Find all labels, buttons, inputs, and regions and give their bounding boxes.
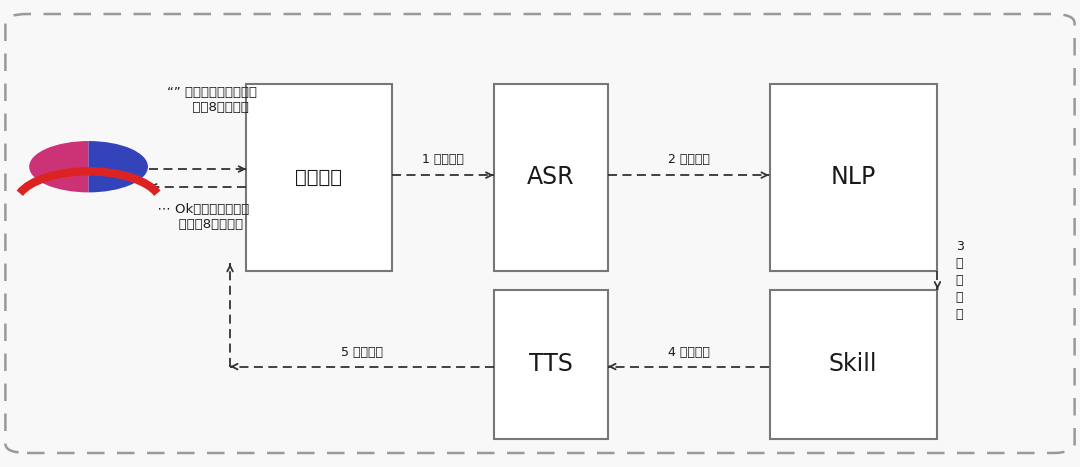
Text: 智能设备: 智能设备: [295, 168, 342, 187]
Wedge shape: [89, 141, 148, 192]
Text: 2 指令文本: 2 指令文本: [669, 153, 710, 166]
FancyBboxPatch shape: [769, 290, 937, 439]
Text: ASR: ASR: [527, 165, 575, 190]
Text: Skill: Skill: [829, 352, 877, 376]
FancyBboxPatch shape: [495, 84, 607, 271]
Wedge shape: [29, 141, 89, 192]
Text: 3
用
户
意
图: 3 用 户 意 图: [956, 240, 963, 321]
Text: “” 若琪，帮我设置明天
      早上8点的闹钟: “” 若琪，帮我设置明天 早上8点的闹钟: [167, 86, 257, 114]
Text: 1 指令语音: 1 指令语音: [422, 153, 463, 166]
FancyBboxPatch shape: [495, 290, 607, 439]
FancyBboxPatch shape: [246, 84, 391, 271]
FancyBboxPatch shape: [5, 14, 1075, 453]
Text: TTS: TTS: [529, 352, 572, 376]
Text: ⋯ Ok，已帮你设置明
       天早上8点的闹钟: ⋯ Ok，已帮你设置明 天早上8点的闹钟: [149, 203, 249, 231]
FancyBboxPatch shape: [769, 84, 937, 271]
Text: 5 回复音频: 5 回复音频: [341, 346, 382, 359]
Text: 4 回复文本: 4 回复文本: [669, 346, 710, 359]
Text: NLP: NLP: [831, 165, 876, 190]
